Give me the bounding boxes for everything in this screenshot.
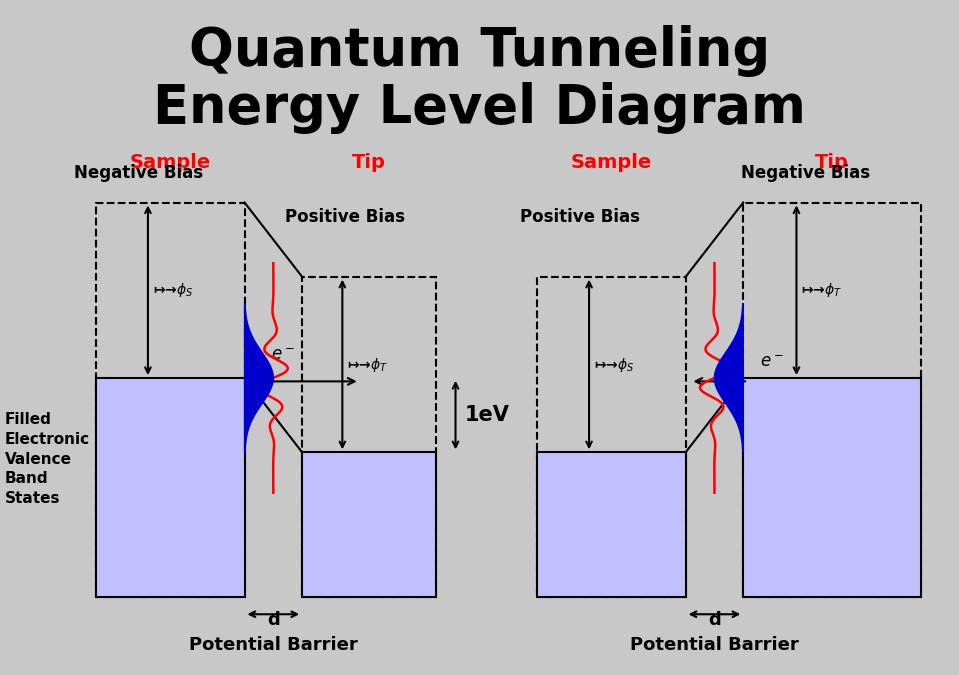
Bar (743, 378, 921, 597)
Polygon shape (714, 304, 743, 452)
Polygon shape (245, 304, 273, 452)
Text: d: d (708, 611, 721, 629)
Text: ↦→$\phi_T$: ↦→$\phi_T$ (347, 356, 388, 373)
Text: Energy Level Diagram: Energy Level Diagram (153, 82, 806, 134)
Bar (302, 452, 436, 597)
Bar (537, 452, 686, 597)
Text: Sample: Sample (129, 153, 211, 171)
Text: Potential Barrier: Potential Barrier (630, 636, 799, 653)
Text: Potential Barrier: Potential Barrier (189, 636, 358, 653)
Text: d: d (267, 611, 280, 629)
Text: $e^-$: $e^-$ (271, 346, 294, 365)
Text: $e^-$: $e^-$ (760, 353, 784, 371)
Text: Negative Bias: Negative Bias (741, 164, 870, 182)
Bar (96, 378, 245, 597)
Text: 1eV: 1eV (465, 405, 510, 425)
Text: ↦→$\phi_T$: ↦→$\phi_T$ (802, 281, 842, 299)
Text: ↦→$\phi_S$: ↦→$\phi_S$ (594, 356, 634, 373)
Bar (743, 202, 921, 597)
Text: ↦→$\phi_S$: ↦→$\phi_S$ (152, 281, 193, 299)
Bar (96, 202, 245, 597)
Text: Negative Bias: Negative Bias (75, 164, 203, 182)
Text: Quantum Tunneling: Quantum Tunneling (189, 24, 770, 77)
Bar (302, 277, 436, 597)
Bar (537, 277, 686, 597)
Text: Tip: Tip (352, 153, 386, 171)
Text: Tip: Tip (815, 153, 849, 171)
Text: Positive Bias: Positive Bias (285, 208, 406, 226)
Text: Positive Bias: Positive Bias (520, 208, 641, 226)
Text: Sample: Sample (571, 153, 652, 171)
Text: Filled
Electronic
Valence
Band
States: Filled Electronic Valence Band States (5, 412, 90, 506)
